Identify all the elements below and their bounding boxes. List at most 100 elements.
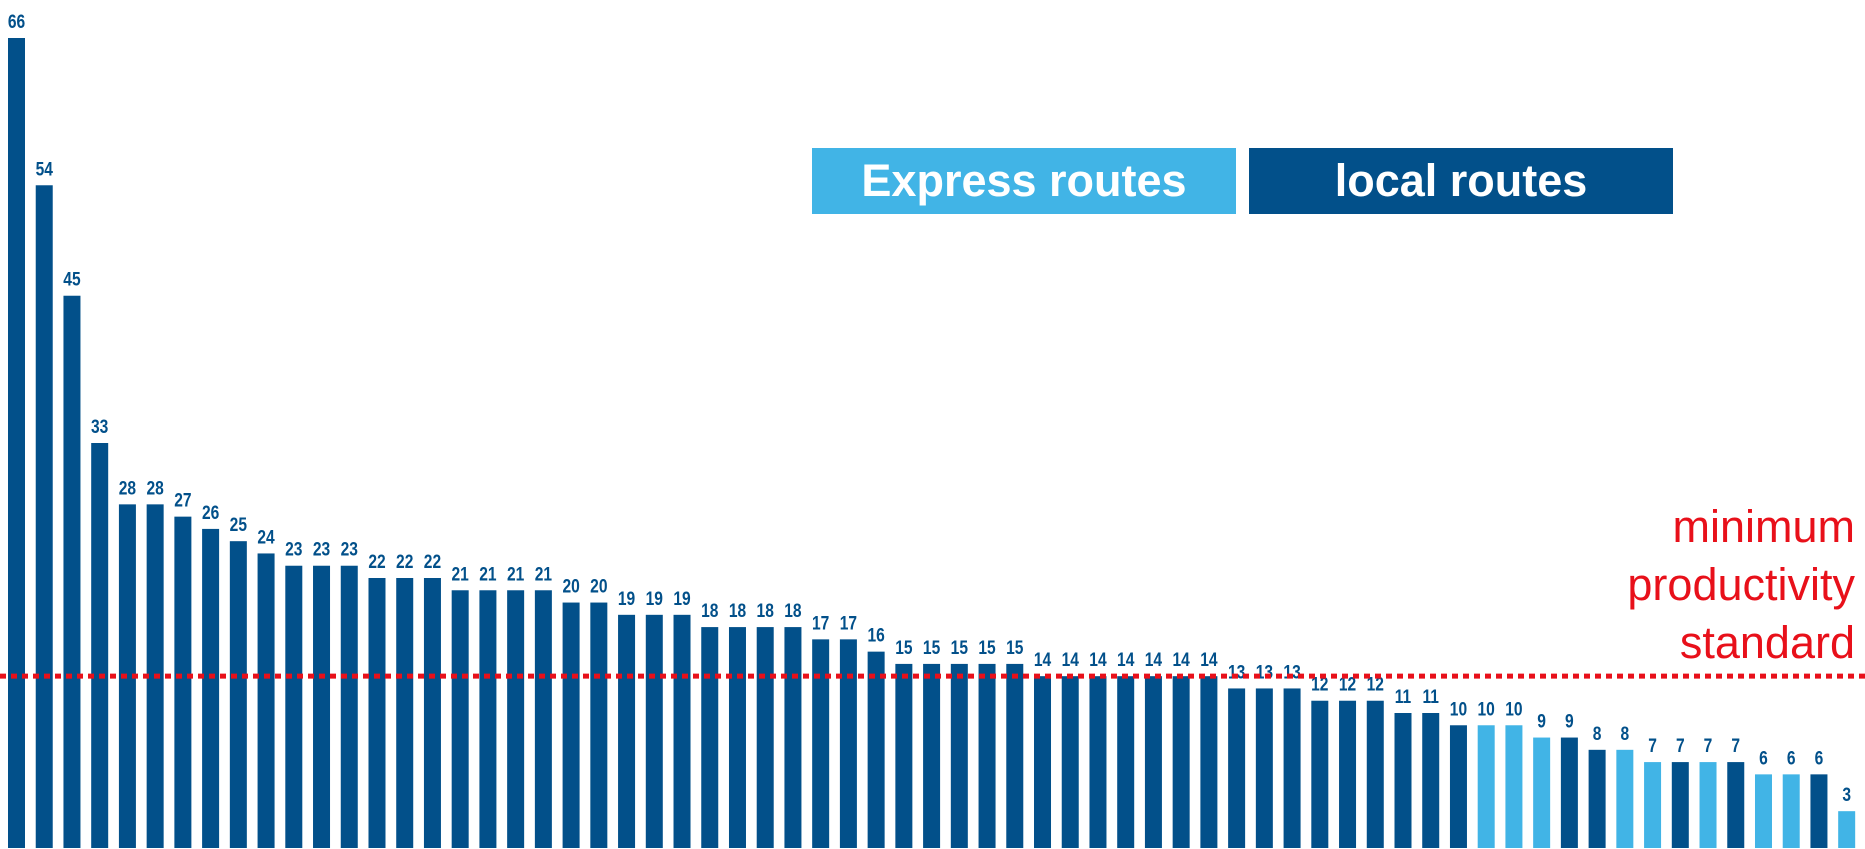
legend-express: Express routes (812, 148, 1236, 214)
bar (756, 627, 774, 848)
bar (257, 553, 275, 848)
data-label: 10 (1478, 698, 1495, 720)
bar (1533, 737, 1551, 848)
data-label: 7 (1731, 735, 1740, 757)
bar (35, 185, 53, 848)
bar (1754, 774, 1772, 848)
data-label: 14 (1062, 649, 1080, 671)
data-label: 13 (1228, 661, 1246, 683)
data-label: 15 (978, 636, 996, 658)
data-label: 8 (1593, 722, 1602, 744)
data-label: 15 (1006, 636, 1024, 658)
bar (867, 651, 885, 848)
bar (1616, 749, 1634, 848)
data-label: 18 (757, 600, 775, 622)
bar (174, 516, 192, 848)
bar (451, 590, 469, 848)
data-label: 6 (1787, 747, 1796, 769)
bar (701, 627, 719, 848)
bar (1588, 749, 1606, 848)
data-label: 27 (174, 489, 191, 511)
data-label: 20 (562, 575, 579, 597)
bar (313, 565, 331, 848)
data-label: 12 (1339, 673, 1356, 695)
data-label: 15 (895, 636, 913, 658)
data-label: 23 (341, 538, 359, 560)
bars-group (8, 38, 1856, 849)
bar (91, 443, 109, 848)
bar (1644, 762, 1662, 848)
data-label: 14 (1173, 649, 1191, 671)
bar (1727, 762, 1745, 848)
bar (423, 578, 441, 848)
bar (923, 663, 941, 848)
data-label: 18 (701, 600, 719, 622)
data-label: 8 (1621, 722, 1630, 744)
bar (895, 663, 913, 848)
legend-local: local routes (1249, 148, 1673, 214)
bar (1505, 725, 1523, 848)
bar (1311, 700, 1329, 848)
data-label: 12 (1367, 673, 1384, 695)
bar (950, 663, 968, 848)
bar (1477, 725, 1495, 848)
data-label: 3 (1842, 784, 1851, 806)
data-label: 10 (1505, 698, 1522, 720)
bar (534, 590, 552, 848)
data-label: 54 (36, 158, 54, 180)
data-label: 25 (230, 514, 248, 536)
data-label: 22 (424, 551, 441, 573)
data-label: 20 (590, 575, 607, 597)
data-label: 19 (618, 587, 636, 609)
data-label: 28 (119, 477, 137, 499)
bar (368, 578, 386, 848)
bar (1061, 676, 1079, 848)
bar (1394, 713, 1412, 848)
data-label: 26 (202, 501, 220, 523)
data-label: 12 (1311, 673, 1328, 695)
bar (1838, 811, 1856, 848)
data-label: 19 (673, 587, 691, 609)
data-label: 13 (1256, 661, 1274, 683)
data-label: 9 (1537, 710, 1546, 732)
bar (507, 590, 525, 848)
threshold-label-line: minimum (1672, 501, 1855, 553)
data-label: 15 (923, 636, 941, 658)
bar (340, 565, 358, 848)
bar (1255, 688, 1273, 848)
bar (1200, 676, 1218, 848)
bar (784, 627, 802, 848)
data-label: 7 (1676, 735, 1685, 757)
bar (728, 627, 746, 848)
bar (1283, 688, 1301, 848)
data-label: 23 (313, 538, 331, 560)
data-label: 22 (368, 551, 385, 573)
bar (1560, 737, 1578, 848)
bar (229, 541, 247, 848)
bar (1144, 676, 1162, 848)
data-label: 22 (396, 551, 413, 573)
data-label: 21 (479, 563, 497, 585)
bar (645, 614, 663, 848)
data-label: 14 (1034, 649, 1052, 671)
bar (285, 565, 303, 848)
data-label: 6 (1815, 747, 1824, 769)
bar (202, 528, 220, 848)
bar (1671, 762, 1689, 848)
bar (1006, 663, 1024, 848)
data-label: 14 (1117, 649, 1135, 671)
bar (1699, 762, 1717, 848)
data-label: 17 (812, 612, 829, 634)
data-label: 13 (1283, 661, 1301, 683)
bar (590, 602, 608, 848)
bar (1339, 700, 1357, 848)
threshold-label: minimum productivity standard (1627, 498, 1855, 672)
data-label: 19 (646, 587, 664, 609)
data-label: 66 (8, 11, 26, 33)
data-label: 18 (729, 600, 747, 622)
bar (1422, 713, 1440, 848)
bar (562, 602, 580, 848)
